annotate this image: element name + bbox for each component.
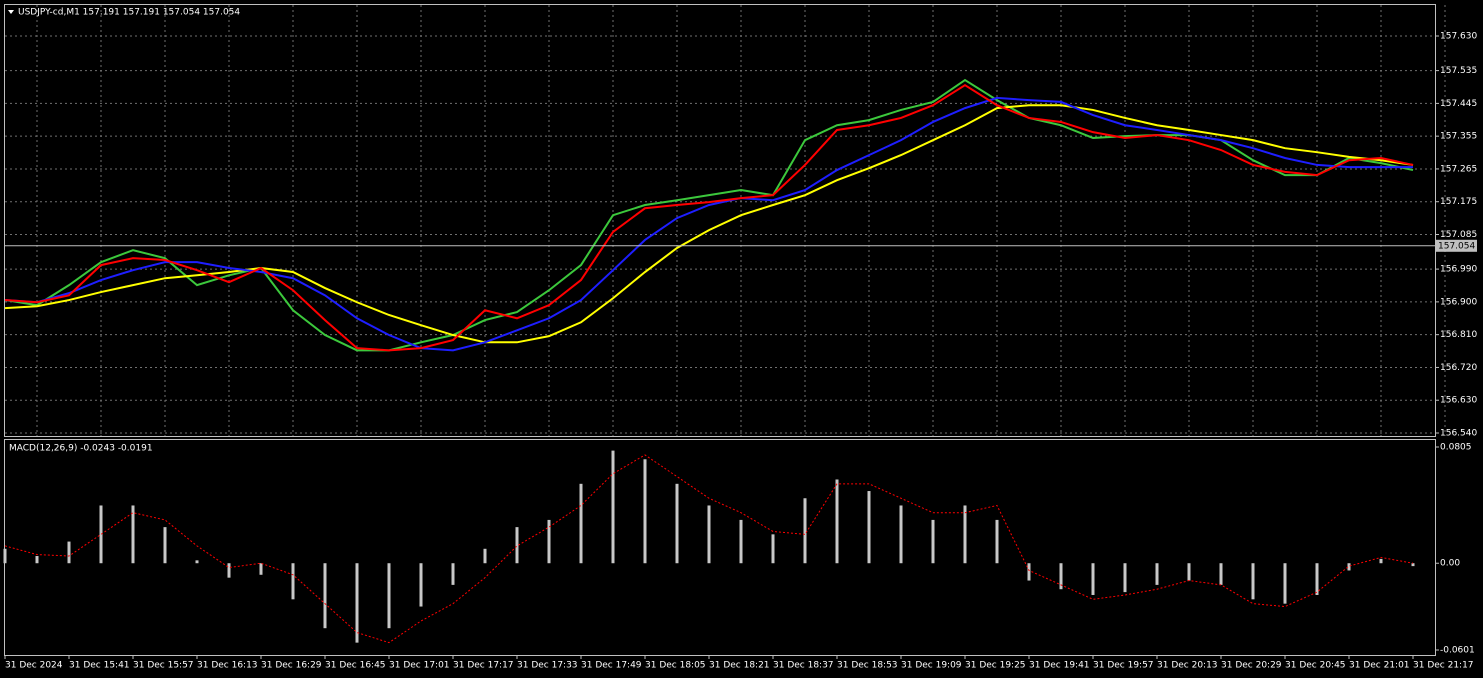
histogram-bar bbox=[35, 556, 39, 564]
histogram-bar bbox=[835, 479, 839, 564]
x-tick-label: 31 Dec 17:33 bbox=[517, 661, 578, 671]
price-line bbox=[4, 83, 1414, 352]
histogram-bar bbox=[515, 527, 519, 564]
y-tick-label: 157.535 bbox=[1440, 66, 1477, 76]
x-tick-label: 31 Dec 18:37 bbox=[773, 661, 834, 671]
x-tick-label: 31 Dec 17:49 bbox=[581, 661, 642, 671]
x-tick-label: 31 Dec 19:57 bbox=[1093, 661, 1154, 671]
histogram-bar bbox=[675, 483, 679, 564]
histogram-bar bbox=[1315, 563, 1319, 595]
x-tick-label: 31 Dec 16:13 bbox=[197, 661, 258, 671]
histogram-bar bbox=[1251, 563, 1255, 600]
histogram-bar bbox=[3, 548, 7, 564]
histogram-bar bbox=[451, 563, 455, 585]
histogram-bar bbox=[1027, 563, 1031, 581]
price-line bbox=[4, 78, 1414, 352]
histogram-bar bbox=[99, 505, 103, 564]
x-tick-label: 31 Dec 20:45 bbox=[1285, 661, 1346, 671]
x-tick-label: 31 Dec 19:41 bbox=[1029, 661, 1090, 671]
x-tick-label: 31 Dec 17:01 bbox=[389, 661, 450, 671]
histogram-bar bbox=[579, 483, 583, 564]
histogram-bar bbox=[611, 450, 615, 564]
signal-line bbox=[4, 454, 1414, 644]
x-tick-label: 31 Dec 2024 bbox=[5, 661, 63, 671]
histogram-bar bbox=[1379, 558, 1383, 564]
y-tick-label: 156.720 bbox=[1440, 363, 1477, 373]
histogram-bar bbox=[483, 548, 487, 564]
x-tick-label: 31 Dec 20:13 bbox=[1157, 661, 1218, 671]
y-tick-label: 157.085 bbox=[1440, 230, 1477, 240]
y-tick-label: 156.540 bbox=[1440, 429, 1477, 439]
x-tick-label: 31 Dec 19:09 bbox=[901, 661, 962, 671]
histogram-bar bbox=[771, 534, 775, 564]
y-tick-label: 157.175 bbox=[1440, 197, 1477, 207]
last-price-label: 157.054 bbox=[1438, 241, 1475, 251]
x-tick-label: 31 Dec 16:29 bbox=[261, 661, 322, 671]
histogram-bar bbox=[163, 527, 167, 564]
x-tick-label: 31 Dec 18:21 bbox=[709, 661, 770, 671]
x-tick-label: 31 Dec 20:29 bbox=[1221, 661, 1282, 671]
price-panel bbox=[4, 4, 1436, 437]
price-title: USDJPY-cd,M1 157.191 157.191 157.054 157… bbox=[18, 8, 240, 18]
x-tick-label: 31 Dec 17:17 bbox=[453, 661, 514, 671]
histogram-bar bbox=[1187, 563, 1191, 581]
histogram-bar bbox=[1283, 563, 1287, 604]
x-tick-label: 31 Dec 15:57 bbox=[133, 661, 194, 671]
histogram-bar bbox=[995, 519, 999, 564]
y-tick-label: 157.445 bbox=[1440, 99, 1477, 109]
x-tick-label: 31 Dec 16:45 bbox=[325, 661, 386, 671]
histogram-bar bbox=[803, 498, 807, 564]
y-tick-label: -0.0601 bbox=[1440, 646, 1475, 656]
x-tick-label: 31 Dec 19:25 bbox=[965, 661, 1026, 671]
histogram-bar bbox=[1059, 563, 1063, 590]
price-line bbox=[4, 96, 1413, 352]
x-tick-label: 31 Dec 18:05 bbox=[645, 661, 706, 671]
histogram-bar bbox=[867, 491, 871, 564]
histogram-bar bbox=[899, 505, 903, 564]
y-tick-label: 156.630 bbox=[1440, 396, 1477, 406]
histogram-bar bbox=[1091, 563, 1095, 595]
x-tick-label: 31 Dec 18:53 bbox=[837, 661, 898, 671]
price-line bbox=[4, 104, 1414, 344]
histogram-bar bbox=[547, 519, 551, 564]
collapse-arrow[interactable] bbox=[8, 10, 14, 14]
x-tick-label: 31 Dec 21:01 bbox=[1349, 661, 1410, 671]
histogram-bar bbox=[67, 541, 71, 564]
y-tick-label: 0.0805 bbox=[1440, 443, 1472, 453]
histogram-bar bbox=[643, 459, 647, 564]
y-tick-label: 156.900 bbox=[1440, 297, 1477, 307]
last-price-box bbox=[1436, 239, 1477, 252]
histogram-bar bbox=[1219, 563, 1223, 585]
histogram-bar bbox=[1411, 563, 1415, 567]
y-tick-label: 157.630 bbox=[1440, 32, 1477, 42]
histogram-bar bbox=[323, 563, 327, 629]
y-tick-label: 156.810 bbox=[1440, 330, 1477, 340]
histogram-bar bbox=[707, 505, 711, 564]
histogram-bar bbox=[931, 519, 935, 564]
histogram-bar bbox=[1123, 563, 1127, 593]
histogram-bar bbox=[1155, 563, 1159, 585]
histogram-bar bbox=[291, 563, 295, 600]
histogram-bar bbox=[259, 563, 263, 575]
histogram-bar bbox=[1347, 563, 1351, 571]
histogram-bar bbox=[739, 519, 743, 564]
y-tick-label: 0.00 bbox=[1440, 559, 1460, 569]
histogram-bar bbox=[387, 563, 391, 629]
y-tick-label: 156.990 bbox=[1440, 265, 1477, 275]
histogram-bar bbox=[355, 563, 359, 643]
histogram-bar bbox=[195, 560, 199, 564]
y-tick-label: 157.355 bbox=[1440, 132, 1477, 142]
y-tick-label: 157.265 bbox=[1440, 164, 1477, 174]
macd-title: MACD(12,26,9) -0.0243 -0.0191 bbox=[9, 444, 153, 454]
histogram-bar bbox=[963, 505, 967, 564]
histogram-bar bbox=[419, 563, 423, 607]
histogram-bar bbox=[131, 505, 135, 564]
x-tick-label: 31 Dec 15:41 bbox=[69, 661, 130, 671]
x-tick-label: 31 Dec 21:17 bbox=[1413, 661, 1474, 671]
histogram-bar bbox=[227, 563, 231, 578]
macd-panel bbox=[4, 439, 1436, 656]
